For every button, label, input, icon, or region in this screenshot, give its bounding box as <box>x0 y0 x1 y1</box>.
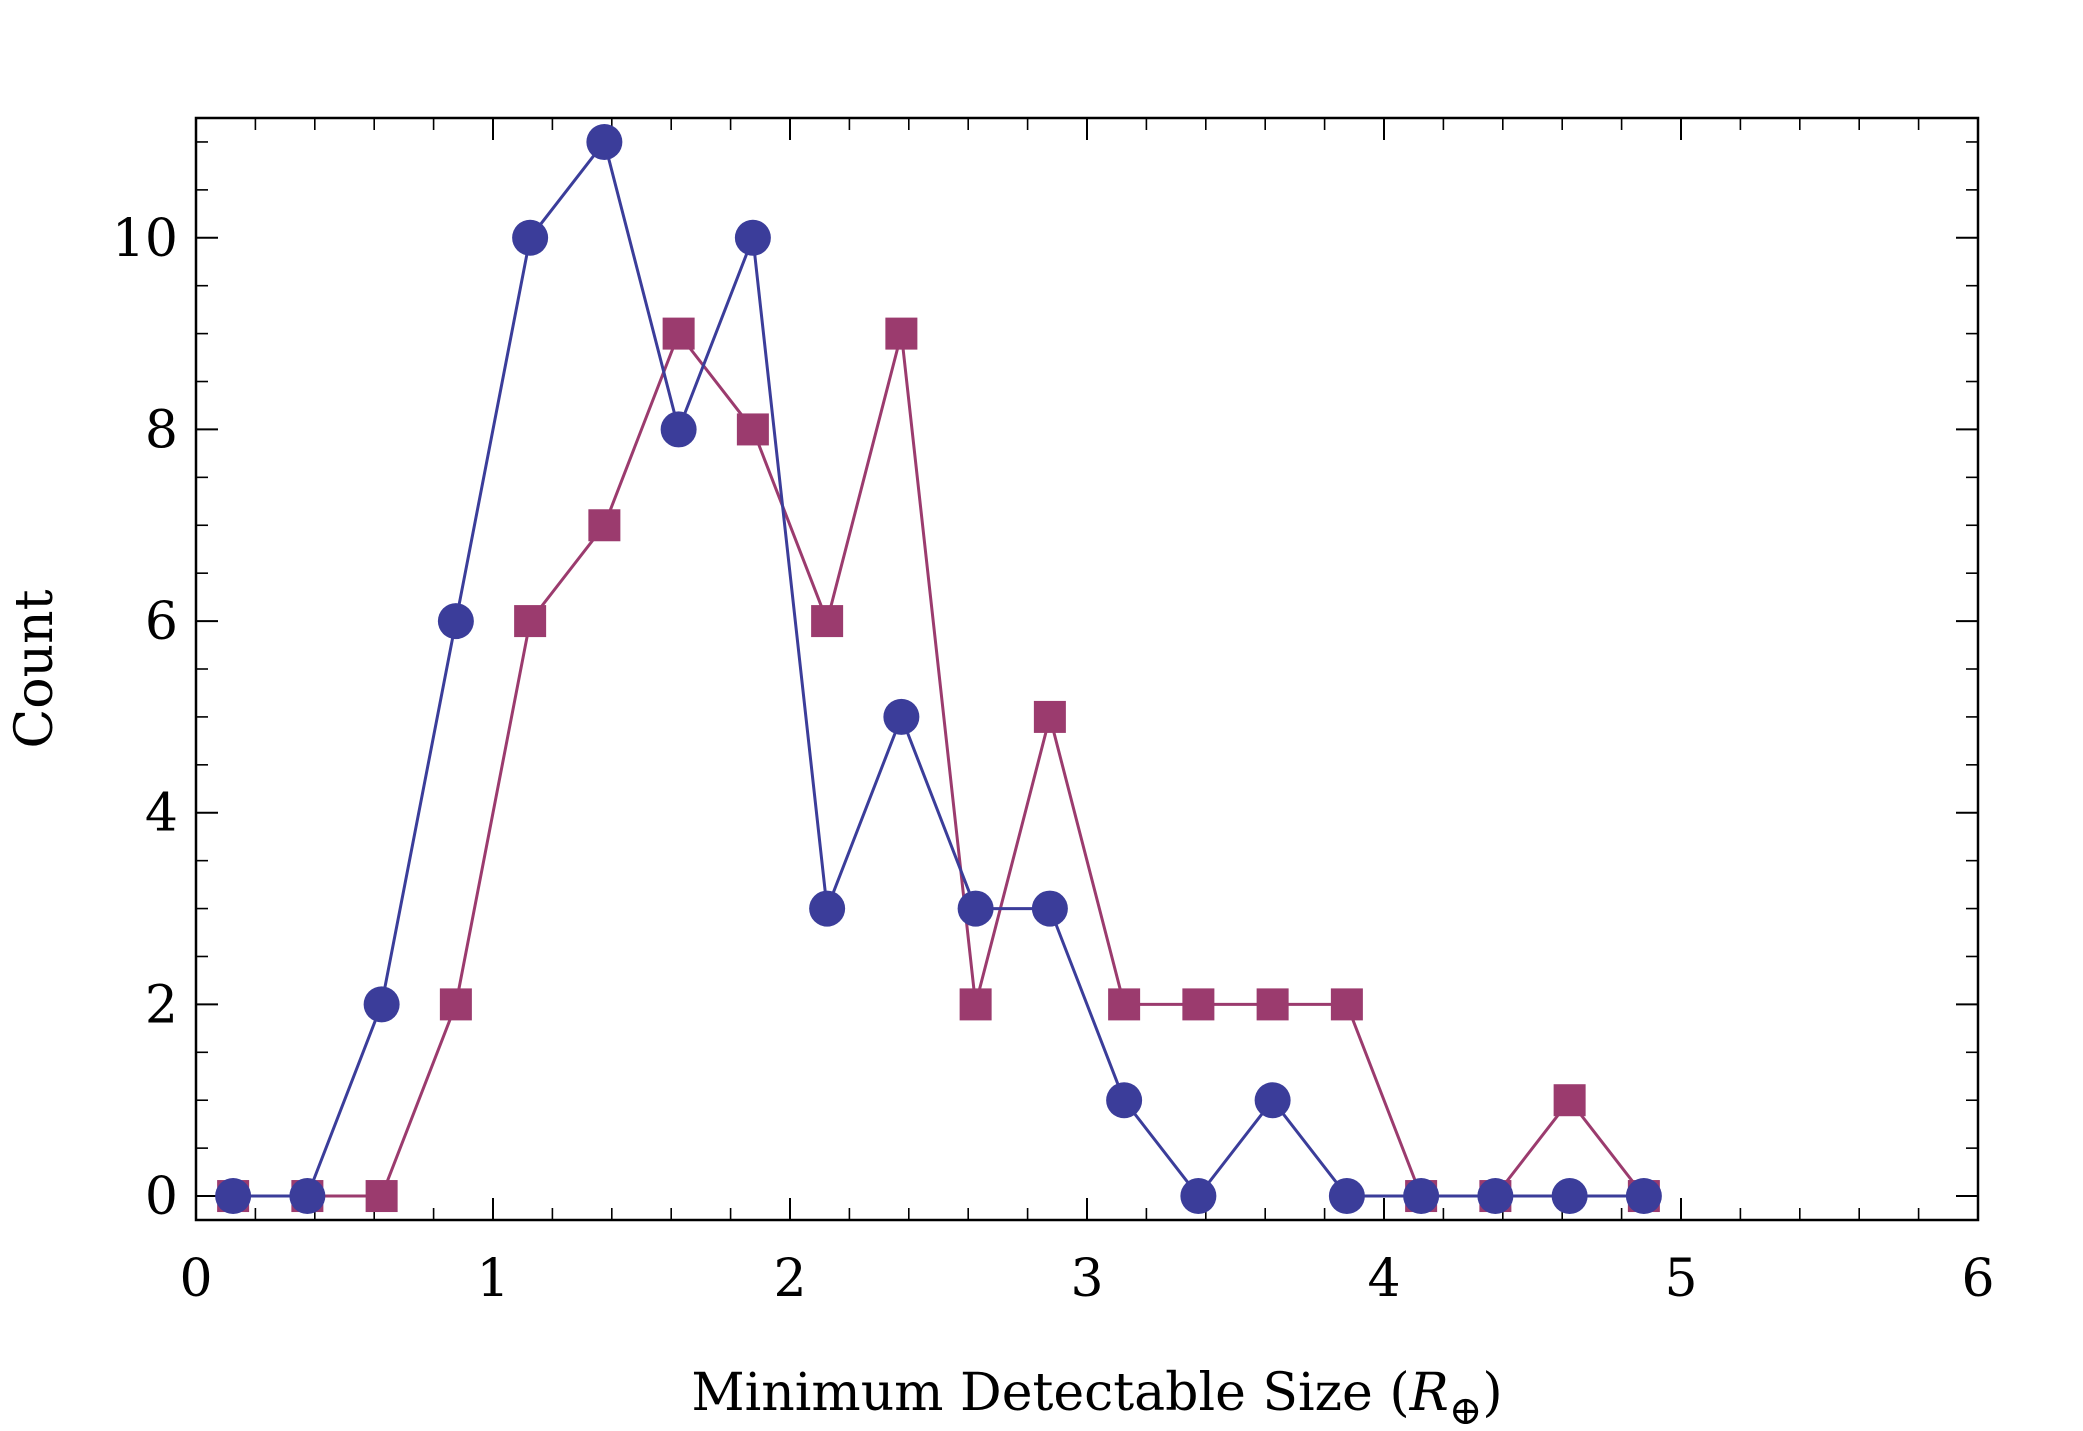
square-point <box>1182 988 1215 1021</box>
x-tick-label: 5 <box>1664 1249 1697 1309</box>
square-point <box>514 605 547 638</box>
x-axis-label-subscript: ⊕ <box>1449 1388 1483 1431</box>
y-tick-label: 2 <box>145 975 178 1035</box>
circle-point <box>734 219 771 256</box>
circle-point <box>957 890 994 927</box>
series-layer <box>215 123 1662 1215</box>
x-tick-label: 0 <box>179 1249 212 1309</box>
circle-point <box>289 1178 326 1215</box>
circle-point <box>1551 1178 1588 1215</box>
square-point <box>1553 1084 1586 1117</box>
circle-point <box>660 411 697 448</box>
square-point <box>736 413 769 446</box>
square-point <box>811 605 844 638</box>
x-axis-label-close: ) <box>1482 1363 1502 1423</box>
square-point <box>959 988 992 1021</box>
circle-point <box>1254 1082 1291 1119</box>
circle-point <box>883 698 920 735</box>
y-tick-label: 0 <box>145 1167 178 1227</box>
square-point <box>1033 700 1066 733</box>
x-tick-label: 6 <box>1961 1249 1994 1309</box>
circle-point <box>1403 1178 1440 1215</box>
x-tick-label: 2 <box>773 1249 806 1309</box>
y-tick-label: 6 <box>145 592 178 652</box>
circle-point <box>1106 1082 1143 1119</box>
plot-frame <box>194 116 1980 1222</box>
circle-point <box>1180 1178 1217 1215</box>
circle-point <box>437 603 474 640</box>
circle-point <box>1031 890 1068 927</box>
circle-point <box>809 890 846 927</box>
circle-point <box>215 1178 252 1215</box>
y-axis-label: Count <box>5 589 65 748</box>
square-point <box>885 317 918 350</box>
x-axis-label: Minimum Detectable Size (R⊕) <box>691 1363 1502 1431</box>
x-tick-label: 4 <box>1367 1249 1400 1309</box>
circle-point <box>586 123 623 160</box>
square-point <box>1108 988 1141 1021</box>
square-point <box>662 317 695 350</box>
circle-point <box>363 986 400 1023</box>
square-point <box>365 1180 398 1213</box>
square-point <box>1256 988 1289 1021</box>
circle-point <box>1477 1178 1514 1215</box>
circle-point <box>1625 1178 1662 1215</box>
x-axis-label-text: Minimum Detectable Size ( <box>691 1363 1409 1423</box>
square-point <box>1330 988 1363 1021</box>
y-tick-label: 4 <box>145 784 178 844</box>
x-tick-label: 1 <box>476 1249 509 1309</box>
x-tick-label: 3 <box>1070 1249 1103 1309</box>
y-tick-label: 10 <box>112 209 178 269</box>
square-point <box>588 509 621 542</box>
series-line-squares <box>233 330 1646 1198</box>
square-point <box>439 988 472 1021</box>
tick-labels: 0 1 2 3 4 5 6 0 2 4 6 8 10 <box>112 209 1995 1309</box>
circle-point <box>512 219 549 256</box>
tick-marks <box>195 118 1979 1220</box>
x-axis-label-symbol: R <box>1409 1363 1449 1423</box>
circle-point <box>1328 1178 1365 1215</box>
y-tick-label: 8 <box>145 400 178 460</box>
